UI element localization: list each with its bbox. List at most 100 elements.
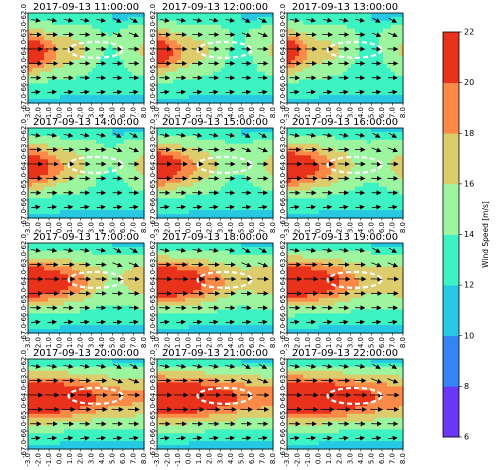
heatmap-cell: [241, 139, 246, 145]
x-tick-label: 7.0: [258, 222, 266, 233]
heatmap-cell: [387, 24, 392, 30]
heatmap-cell: [249, 139, 254, 145]
heatmap-cell: [399, 178, 404, 184]
heatmap-cell: [72, 99, 77, 104]
heatmap-cell: [315, 63, 320, 69]
wind-arrow: [176, 17, 187, 23]
heatmap-cell: [124, 59, 129, 65]
heatmap-cell: [169, 202, 174, 207]
heatmap-cell: [96, 59, 101, 65]
heatmap-cell: [100, 210, 105, 215]
heatmap-cell: [347, 143, 352, 149]
heatmap-cell: [375, 99, 380, 104]
heatmap-cell: [132, 44, 137, 49]
heatmap-cell: [387, 206, 392, 211]
heatmap-cell: [319, 147, 324, 153]
heatmap-cell: [253, 182, 258, 188]
heatmap-cell: [84, 56, 89, 61]
heatmap-cell: [241, 147, 246, 153]
heatmap-cell: [169, 52, 174, 57]
heatmap-cells: [28, 128, 145, 219]
heatmap-cell: [40, 293, 45, 299]
heatmap-cell: [132, 128, 137, 133]
heatmap-cell: [36, 182, 41, 188]
heatmap-cell: [28, 274, 33, 279]
heatmap-cell: [96, 178, 101, 184]
heatmap-cell: [104, 329, 109, 334]
heatmap-cell: [120, 128, 125, 133]
heatmap-cell: [233, 198, 238, 203]
wind-arrow: [371, 32, 382, 38]
heatmap-cell: [331, 202, 336, 207]
heatmap-cell: [60, 190, 65, 196]
heatmap-cell: [391, 143, 396, 149]
heatmap-cell: [229, 99, 234, 104]
heatmap-cell: [367, 202, 372, 207]
heatmap-cell: [391, 155, 396, 160]
heatmap-cell: [383, 36, 388, 41]
x-tick-label: 8.0: [399, 107, 407, 118]
heatmap-cell: [28, 194, 33, 200]
heatmap-cell: [40, 24, 45, 30]
heatmap-cell: [76, 262, 81, 268]
heatmap-cell: [48, 258, 53, 264]
heatmap-cell: [60, 135, 65, 141]
heatmap-cell: [399, 87, 404, 92]
x-tick-label: 3.0: [87, 107, 95, 118]
heatmap-cell: [116, 128, 121, 133]
heatmap-cell: [100, 250, 105, 256]
heatmap-cell: [241, 151, 246, 156]
heatmap-cell: [351, 151, 356, 156]
heatmap-cell: [347, 52, 352, 57]
heatmap-cell: [221, 28, 226, 34]
heatmap-cell: [136, 16, 141, 22]
heatmap-cell: [80, 278, 85, 283]
heatmap-cell: [40, 147, 45, 153]
heatmap-cell: [32, 13, 37, 18]
heatmap-cell: [319, 186, 324, 192]
heatmap-cell: [237, 182, 242, 188]
heatmap-cell: [197, 182, 202, 188]
heatmap-cell: [68, 254, 73, 260]
heatmap-cell: [299, 40, 304, 45]
wind-arrow: [371, 89, 382, 95]
heatmap-cell: [367, 20, 372, 26]
heatmap-cell: [177, 210, 182, 215]
heatmap-cell: [209, 206, 214, 211]
heatmap-cell: [112, 63, 117, 69]
heatmap-cell: [367, 83, 372, 88]
heatmap-cell: [92, 317, 97, 322]
heatmap-cell: [28, 163, 33, 168]
heatmap-cell: [40, 250, 45, 256]
heatmap-cell: [140, 139, 145, 145]
heatmap-cell: [96, 159, 101, 164]
heatmap-cell: [32, 258, 37, 264]
heatmap-cell: [319, 44, 324, 49]
heatmap-cell: [189, 75, 194, 81]
heatmap-cell: [367, 174, 372, 180]
heatmap-cell: [205, 40, 210, 45]
heatmap-cell: [217, 206, 222, 211]
heatmap-cell: [213, 20, 218, 26]
heatmap-cell: [92, 95, 97, 100]
heatmap-cell: [253, 174, 258, 180]
heatmap-cell: [52, 282, 57, 287]
heatmap-cell: [80, 79, 85, 85]
heatmap-cell: [225, 139, 230, 145]
heatmap-cell: [28, 139, 33, 145]
heatmap-cell: [201, 206, 206, 211]
heatmap-cell: [36, 155, 41, 160]
heatmap-cell: [104, 59, 109, 65]
heatmap-cell: [60, 67, 65, 73]
heatmap-cell: [56, 254, 61, 260]
heatmap-cell: [367, 139, 372, 145]
heatmap-cell: [209, 198, 214, 203]
heatmap-cell: [265, 40, 270, 45]
heatmap-cell: [124, 95, 129, 100]
heatmap-cell: [108, 202, 113, 207]
heatmap-cell: [193, 91, 198, 96]
heatmap-cell: [165, 139, 170, 145]
heatmap-cell: [92, 59, 97, 65]
heatmap-cell: [140, 24, 145, 30]
heatmap-cell: [161, 167, 166, 172]
